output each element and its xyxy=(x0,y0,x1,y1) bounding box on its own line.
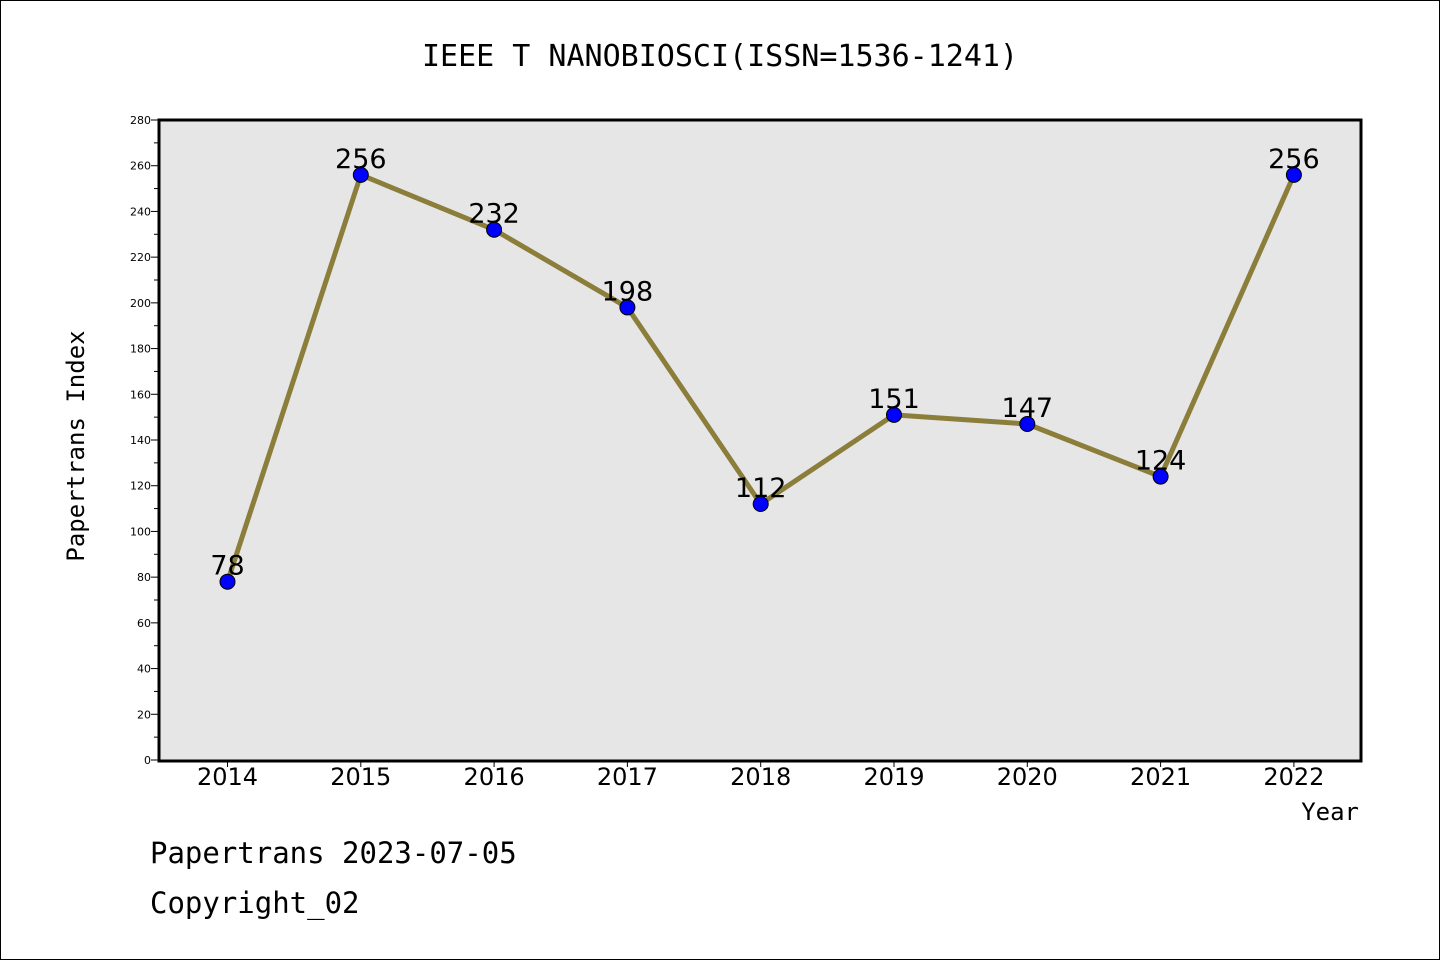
footer-copyright: Copyright_02 xyxy=(150,886,360,920)
y-tick-label: 100 xyxy=(130,525,151,538)
data-label: 124 xyxy=(1135,446,1187,477)
x-tick-label: 2016 xyxy=(464,763,525,791)
x-axis-label: Year xyxy=(1301,798,1359,826)
data-label: 256 xyxy=(335,144,387,175)
data-label: 198 xyxy=(602,276,654,307)
plot-area xyxy=(157,118,1363,763)
data-point xyxy=(752,496,769,512)
data-point xyxy=(619,299,636,316)
data-point xyxy=(219,573,236,590)
data-point xyxy=(886,406,902,423)
data-label: 112 xyxy=(735,473,787,504)
x-tick-label: 2015 xyxy=(330,763,391,791)
data-labels: 78 256 232 198 112 151 147 124 256 xyxy=(210,144,1319,582)
data-label: 147 xyxy=(1002,393,1054,424)
data-label: 232 xyxy=(468,199,520,230)
data-point xyxy=(486,221,503,238)
y-tick-label: 280 xyxy=(130,114,151,127)
footer-date: Papertrans 2023-07-05 xyxy=(150,836,517,870)
y-tick-label: 160 xyxy=(130,388,151,401)
data-point xyxy=(1019,416,1036,432)
y-tick-label: 60 xyxy=(137,617,151,630)
data-label: 256 xyxy=(1268,144,1320,175)
x-tick-label: 2022 xyxy=(1263,763,1324,791)
x-tick-label: 2018 xyxy=(730,763,791,791)
data-point xyxy=(352,166,369,183)
x-tick-label: 2014 xyxy=(197,763,258,791)
y-tick-label: 40 xyxy=(137,663,151,676)
data-label: 151 xyxy=(868,384,920,415)
y-tick-label: 240 xyxy=(130,205,151,218)
y-tick-label: 180 xyxy=(130,343,151,356)
x-tick-label: 2021 xyxy=(1130,763,1191,791)
chart-title: IEEE T NANOBIOSCI(ISSN=1536-1241) xyxy=(422,39,1018,74)
y-tick-label: 200 xyxy=(130,297,151,310)
series-points xyxy=(219,166,1302,590)
x-tick-label: 2017 xyxy=(597,763,658,791)
data-point xyxy=(1285,166,1302,183)
y-tick-label: 80 xyxy=(137,571,151,584)
x-axis: 2014 2015 2016 2017 2018 2019 2020 2021 2022 xyxy=(197,760,1324,791)
x-tick-label: 2020 xyxy=(997,763,1058,791)
data-point xyxy=(1152,468,1169,485)
x-tick-label: 2019 xyxy=(863,763,924,791)
y-tick-label: 20 xyxy=(137,708,151,721)
y-tick-label: 220 xyxy=(130,251,151,264)
y-tick-label: 120 xyxy=(130,480,151,493)
y-axis-label: Papertrans Index xyxy=(62,330,90,561)
data-label: 78 xyxy=(210,551,244,582)
y-tick-label: 0 xyxy=(144,754,151,767)
y-tick-label: 260 xyxy=(130,160,151,173)
y-axis: 0 20 40 60 80 100 120 140 160 180 200 220 240 260 280 xyxy=(130,114,159,767)
y-tick-label: 140 xyxy=(130,434,151,447)
